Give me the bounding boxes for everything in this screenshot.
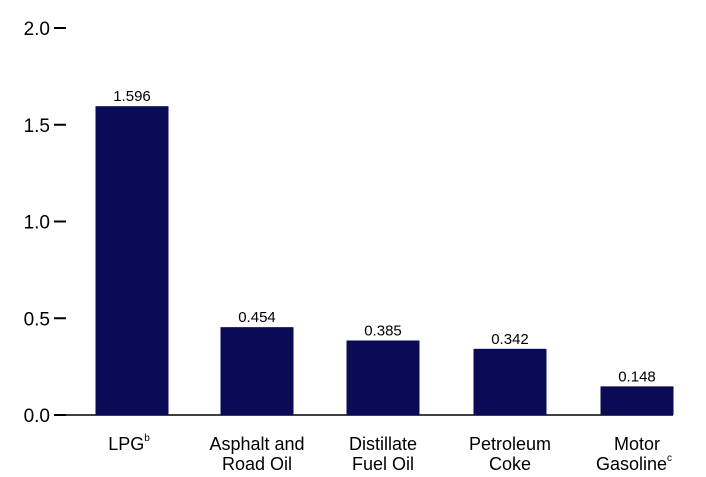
bar xyxy=(220,327,294,415)
data-label: 0.385 xyxy=(364,323,402,340)
bar xyxy=(473,348,547,415)
y-tick-label: 0.5 xyxy=(24,309,50,330)
y-tick-label: 0.0 xyxy=(24,406,50,427)
y-tick-label: 1.0 xyxy=(24,213,50,234)
data-label: 0.342 xyxy=(491,331,529,348)
category-label: Gasolinec xyxy=(596,453,672,474)
axes: 0.0 0.5 1.0 1.5 2.0 xyxy=(24,19,673,427)
category-label: Fuel Oil xyxy=(352,454,414,474)
category-label: Petroleum xyxy=(469,434,551,454)
category-label: Asphalt and xyxy=(209,434,304,454)
category-label: Road Oil xyxy=(222,454,292,474)
category-label: Motor xyxy=(614,434,660,454)
bar xyxy=(346,340,420,415)
category-label: Coke xyxy=(489,454,531,474)
bar xyxy=(600,386,674,415)
bars xyxy=(95,106,674,415)
data-label: 0.454 xyxy=(238,309,276,326)
bar xyxy=(95,106,169,415)
data-label: 0.148 xyxy=(618,368,656,385)
category-label: LPGb xyxy=(108,433,150,454)
footnote-marker: c xyxy=(667,453,672,464)
category-label: Distillate xyxy=(349,434,417,454)
y-tick-label: 1.5 xyxy=(24,116,50,137)
footnote-marker: b xyxy=(144,433,150,444)
data-label: 1.596 xyxy=(113,88,151,105)
y-tick-label: 2.0 xyxy=(24,19,50,40)
